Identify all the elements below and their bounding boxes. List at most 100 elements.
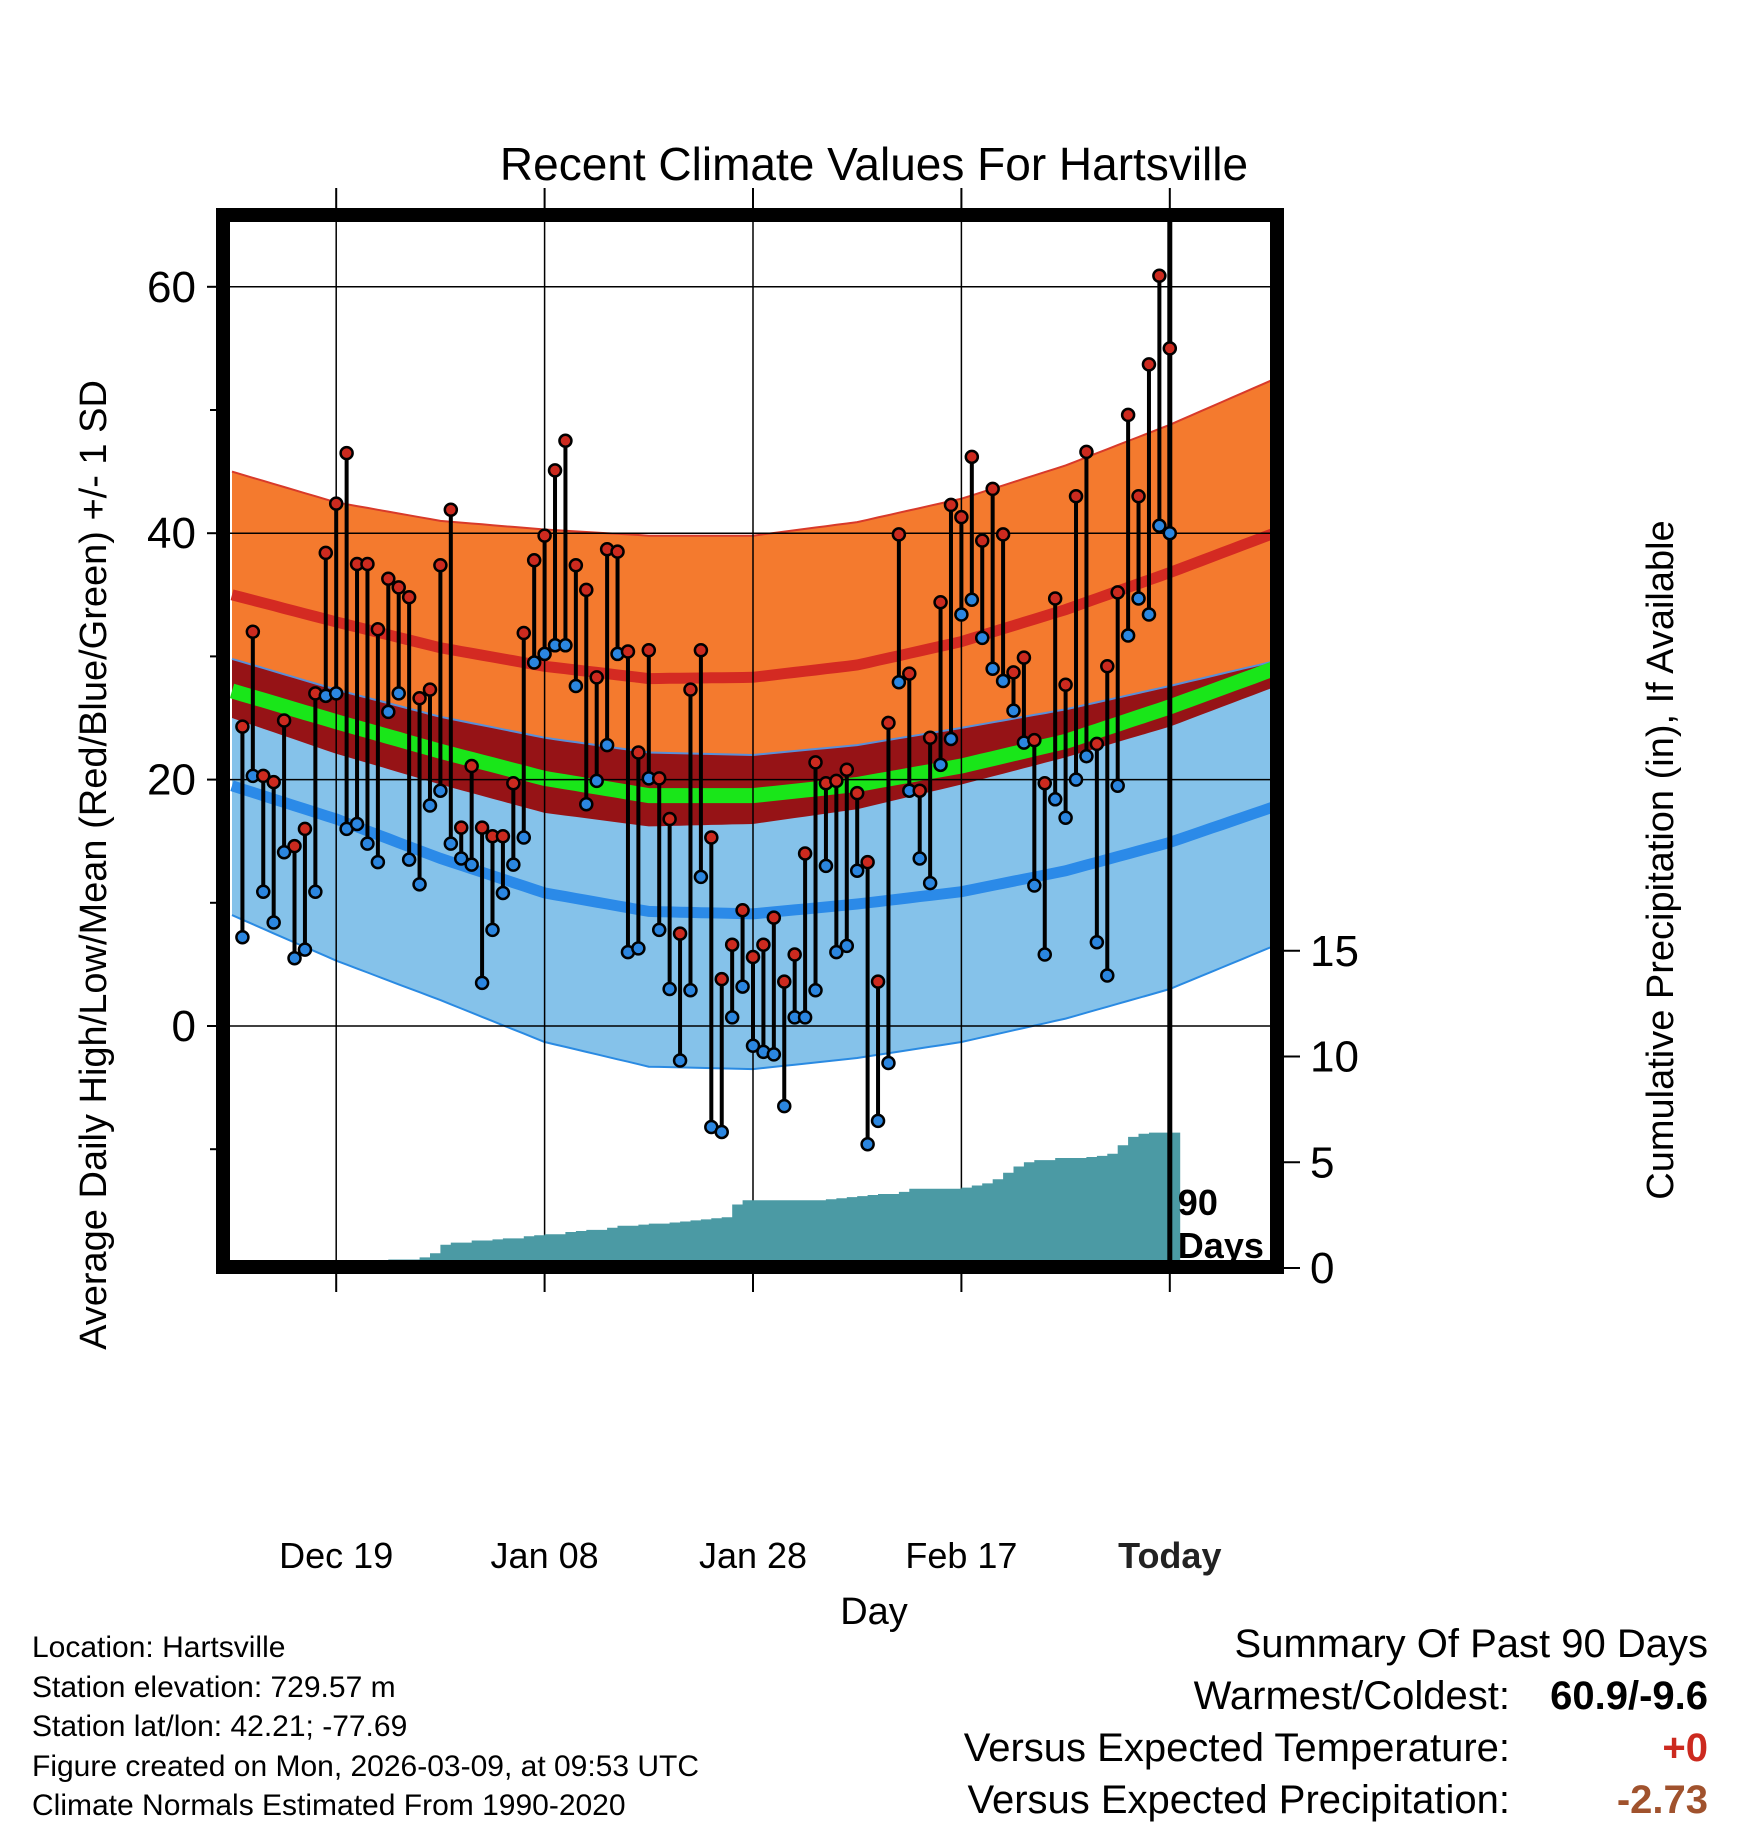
daily-high-point — [964, 449, 980, 465]
daily-low-point — [1110, 778, 1125, 794]
daily-low-point — [433, 783, 448, 798]
daily-low-point — [453, 851, 469, 866]
daily-high-point — [422, 682, 438, 697]
daily-high-point — [276, 713, 292, 728]
daily-low-point — [266, 915, 281, 930]
daily-low-point — [495, 885, 511, 901]
daily-low-point — [1079, 748, 1094, 764]
daily-low-point — [735, 979, 750, 994]
daily-high-point — [318, 545, 334, 561]
daily-high-point — [1047, 591, 1063, 606]
daily-low-point — [568, 678, 584, 694]
daily-high-point — [651, 771, 667, 786]
y2-axis-label: Cumulative Precipitation (in), If Availa… — [1640, 520, 1682, 1199]
daily-high-point — [526, 553, 542, 568]
daily-low-point — [235, 930, 250, 945]
x-axis-label: Day — [840, 1591, 908, 1633]
plot-frame — [216, 208, 1284, 1274]
daily-low-point — [308, 884, 323, 899]
daily-high-point — [360, 556, 375, 572]
x-tick-label: Dec 19 — [279, 1535, 393, 1576]
daily-high-point — [1141, 357, 1157, 372]
daily-high-point — [287, 838, 302, 854]
daily-low-point — [724, 1010, 740, 1025]
daily-low-point — [808, 983, 823, 998]
daily-low-point — [974, 630, 990, 646]
daily-high-point — [631, 745, 646, 760]
daily-low-point — [1037, 947, 1053, 962]
daily-high-point — [974, 533, 990, 548]
daily-high-point — [808, 755, 823, 770]
daily-high-point — [704, 830, 719, 845]
daily-low-point — [526, 655, 542, 670]
y2-tick-label: 5 — [1310, 1138, 1334, 1187]
daily-low-point — [360, 836, 375, 851]
station-metadata: Location: Hartsville Station elevation: … — [32, 1628, 699, 1826]
daily-high-point — [662, 811, 677, 827]
daily-high-point — [683, 682, 698, 697]
daily-high-point — [558, 433, 573, 449]
summary-warm-cold: Warmest/Coldest: 60.9/-9.6 — [964, 1670, 1708, 1722]
daily-high-point — [985, 481, 1000, 497]
y2-tick-label: 0 — [1310, 1244, 1334, 1293]
summary-title: Summary Of Past 90 Days — [1234, 1622, 1708, 1666]
y-axis-label: Average Daily High/Low/Mean (Red/Blue/Gr… — [73, 380, 115, 1350]
daily-high-point — [579, 582, 594, 598]
daily-high-point — [297, 821, 313, 837]
daily-low-point — [422, 798, 438, 813]
daily-high-point — [516, 625, 532, 641]
daily-high-point — [433, 557, 448, 573]
x-tick-label: Jan 08 — [491, 1535, 599, 1576]
daily-low-point — [599, 737, 615, 753]
daily-high-point — [1016, 650, 1032, 665]
daily-high-point — [839, 762, 855, 777]
daily-low-point — [964, 592, 980, 607]
daily-low-point — [276, 845, 292, 860]
daily-low-point — [1027, 878, 1042, 893]
daily-high-point — [620, 644, 636, 659]
daily-high-point — [495, 829, 511, 844]
daily-high-point — [1068, 488, 1084, 504]
daily-low-point — [954, 607, 969, 622]
y2-tick-label: 15 — [1310, 927, 1359, 976]
daily-high-point — [1100, 659, 1115, 674]
x-tick-label: Today — [1118, 1535, 1221, 1576]
daily-high-point — [787, 947, 802, 962]
cumulative-precip-area — [232, 1132, 1181, 1260]
daily-high-point — [1152, 268, 1167, 283]
location-text: Location: Hartsville — [32, 1631, 286, 1664]
daily-low-point — [683, 983, 698, 998]
daily-low-point — [297, 942, 313, 957]
daily-low-point — [1100, 968, 1115, 983]
daily-high-point — [506, 776, 521, 791]
x-tick-label: Feb 17 — [905, 1535, 1017, 1576]
daily-low-point — [589, 773, 604, 789]
temp-value: +0 — [1662, 1726, 1708, 1770]
daily-low-point — [516, 830, 532, 845]
daily-high-point — [381, 571, 396, 587]
daily-high-point — [464, 758, 479, 774]
elevation-text: Station elevation: 729.57 m — [32, 1670, 396, 1704]
daily-low-point — [693, 869, 709, 885]
daily-high-point — [568, 557, 584, 573]
daily-high-point — [401, 590, 417, 605]
daily-low-point — [287, 950, 302, 966]
daily-high-point — [777, 974, 792, 989]
daily-high-point — [797, 846, 813, 861]
daily-low-point — [1089, 934, 1105, 950]
daily-high-point — [943, 497, 959, 513]
daily-low-point — [912, 851, 927, 866]
daily-high-point — [1006, 665, 1021, 680]
mean-sd-band — [232, 658, 1270, 827]
daily-high-point — [735, 902, 750, 918]
daily-low-point — [485, 922, 500, 938]
daily-high-point — [256, 768, 271, 784]
daily-low-point — [797, 1010, 813, 1025]
daily-low-point — [870, 1113, 886, 1129]
daily-low-point — [881, 1055, 896, 1071]
precip-value: -2.73 — [1616, 1778, 1708, 1822]
daily-high-point — [1131, 488, 1146, 504]
daily-high-point — [912, 783, 927, 798]
daily-low-point — [662, 981, 677, 997]
